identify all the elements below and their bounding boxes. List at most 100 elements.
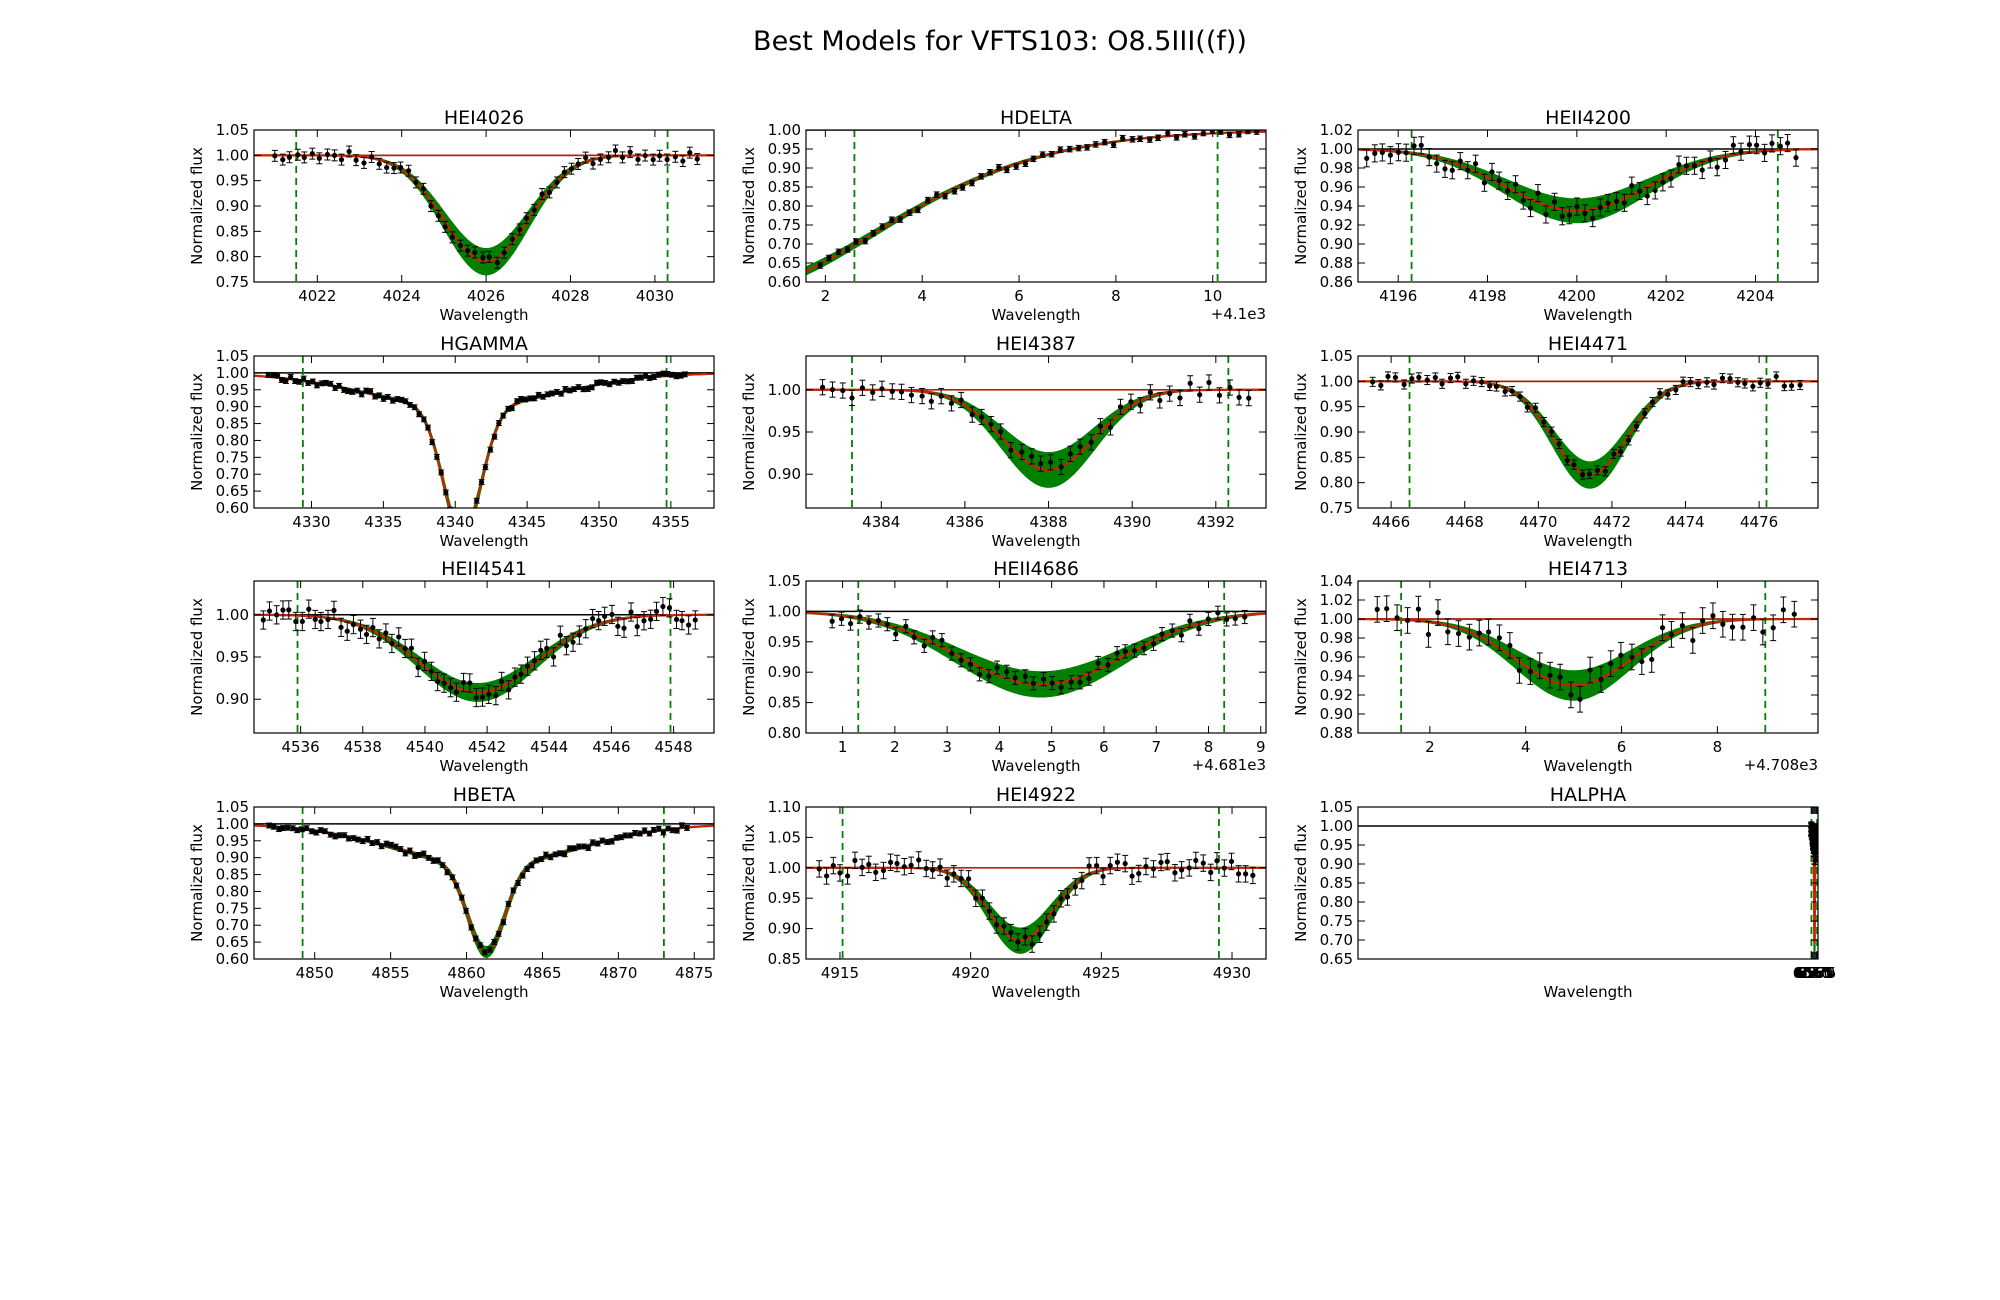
panel-hdelta-data-point [986,169,993,176]
panel-halpha-ytick-label: 1.05 [1320,798,1353,816]
panel-hbeta-ytick-label: 0.60 [216,950,249,968]
panel-heii4200-data-point [1527,199,1534,218]
panel-hei4387-data-point [1088,434,1095,451]
panel-heii4541-data-point [498,671,505,692]
panel-heii4200-ytick-label: 0.86 [1320,273,1353,291]
panel-hei4713-data-point [1577,685,1584,713]
panel-hbeta-ytick-label: 0.80 [216,882,249,900]
panel-hbeta-data-point [472,935,479,942]
panel-heii4200-data-point [1707,150,1714,169]
panel-hei4026-data-point [353,154,360,167]
panel-hei4713-data-point [1617,641,1624,669]
panel-hei4026-data-point [561,166,568,179]
panel-hbeta-xlabel: Wavelength [440,983,529,1001]
panel-heii4541-data-point [344,621,351,641]
panel-hei4713-ytick-label: 0.90 [1320,705,1353,723]
panel-heii4686-frame [805,580,1267,734]
panel-hei4713-data-point [1628,643,1635,671]
panel-hgamma-data-point [433,453,440,460]
panel-hdelta-ytick-label: 0.80 [768,197,801,215]
panel-hei4471-data-point [1711,379,1718,390]
panel-hdelta-data-point [1110,141,1117,149]
panel-hei4922-xtick-label: 4920 [952,964,990,982]
panel-hei4713-data-point [1689,627,1696,654]
panel-heii4541-data-point [441,673,448,693]
panel-hei4922-data-point [1171,864,1178,882]
panel-hgamma-data-point [487,446,494,453]
panel-heii4686-data-point [1049,675,1056,691]
panel-hdelta-data-point [1022,160,1029,168]
panel-hei4471-data-point [1765,378,1772,389]
panel-heii4200-data-point [1464,161,1471,180]
panel-hdelta: 2 4 6 8 10 0.600.650.700.750.800.850.900.951.… [740,107,1267,324]
panel-halpha-xtick-label: 6575 [1798,964,1836,982]
panel-hei4713-data-point [1425,621,1432,648]
panel-halpha-ytick-label: 0.80 [1320,893,1353,911]
panel-hei4713-data-point [1516,657,1523,684]
panel-hei4387-data-point [849,389,856,407]
panel-hei4026-data-point [331,149,338,162]
panel-hgamma-data-point [282,378,289,384]
panel-hei4922-frame [805,806,1267,960]
panel-halpha-xtick-label: 6550 [1793,964,1831,982]
panel-heii4686-data-point [856,609,863,624]
panel-heii4200-xtick-label: 4202 [1647,287,1685,305]
panel-hgamma-xtick-label: 4340 [436,513,474,531]
panel-hei4471-data-point [1408,373,1415,384]
panel-heii4686-data-point [1169,623,1176,638]
panel-hei4026-data-point [523,212,530,225]
panel-hgamma-data-point [482,464,489,471]
panel-heii4541-data-point [473,687,480,708]
panel-hbeta-data-point [631,829,638,836]
panel-hei4471-data-point [1672,384,1679,396]
panel-hbeta-data-point [641,827,648,834]
panel-hdelta-xtick-label: 8 [1111,287,1121,305]
panel-hbeta-data-point [515,880,522,886]
panel-hei4471-ytick-label: 0.95 [1320,398,1353,416]
panel-hei4922-xtick-label: 4930 [1213,964,1251,982]
panel-heii4686-xtick-label: 8 [1204,738,1214,756]
panel-hbeta-data-point [369,840,376,846]
panel-heii4200-data-point [1387,146,1394,165]
panel-hei4713-data-point [1455,620,1462,647]
panel-hei4471-data-point [1741,378,1748,389]
panel-hei4471-data-point [1470,375,1477,386]
panel-hei4387-data-point [1245,390,1252,407]
panel-hei4387-data-point [1187,375,1194,392]
panel-hbeta-data-point [406,847,413,854]
panel-hbeta-data-point [594,840,601,847]
panel-hei4387-data-point [1028,448,1035,465]
panel-halpha-ytick-label: 0.65 [1320,950,1353,968]
panel-hdelta-data-point [1129,136,1136,143]
panel-hei4387-data-point [1007,442,1014,459]
panel-hei4922-data-point [830,856,837,875]
panel-heii4541-data-point [570,632,577,652]
panel-hei4471-data-point [1602,466,1609,477]
panel-hdelta-data-point [1217,130,1224,135]
panel-hei4713-data-point [1729,613,1736,641]
panel-hei4026-data-point [412,176,419,189]
panel-heii4541-ytick-label: 1.00 [216,606,249,624]
panel-hgamma-data-point [442,489,449,496]
panel-hbeta-data-point [378,843,385,850]
panel-hei4713-data-point [1679,612,1686,639]
panel-hbeta-data-point [327,831,334,838]
panel-hei4922-data-point [1200,854,1207,872]
panel-hdelta-ytick-label: 0.95 [768,140,801,158]
panel-hei4471-data-point [1641,408,1648,419]
panel-hbeta-xtick-label: 4860 [447,964,485,982]
panel-hei4713-data-point [1587,656,1594,684]
panel-heii4200-xtick-label: 4200 [1558,287,1596,305]
panel-hbeta-data-point [519,872,526,879]
panel-heii4541-xtick-label: 4536 [282,738,320,756]
panel-heii4200-data-point [1581,204,1588,223]
panel-hdelta-data-point [1092,141,1099,148]
panel-hgamma-xtick-label: 4330 [292,513,330,531]
panel-hei4387-data-point [869,384,876,401]
panel-hei4471-ytick-label: 1.05 [1320,347,1353,365]
panel-heii4686-best-fit-line [806,611,1266,686]
panel-hdelta-data-point [835,248,842,256]
panel-hbeta-data-point [678,822,685,829]
panel-hdelta-data-point [825,254,832,262]
